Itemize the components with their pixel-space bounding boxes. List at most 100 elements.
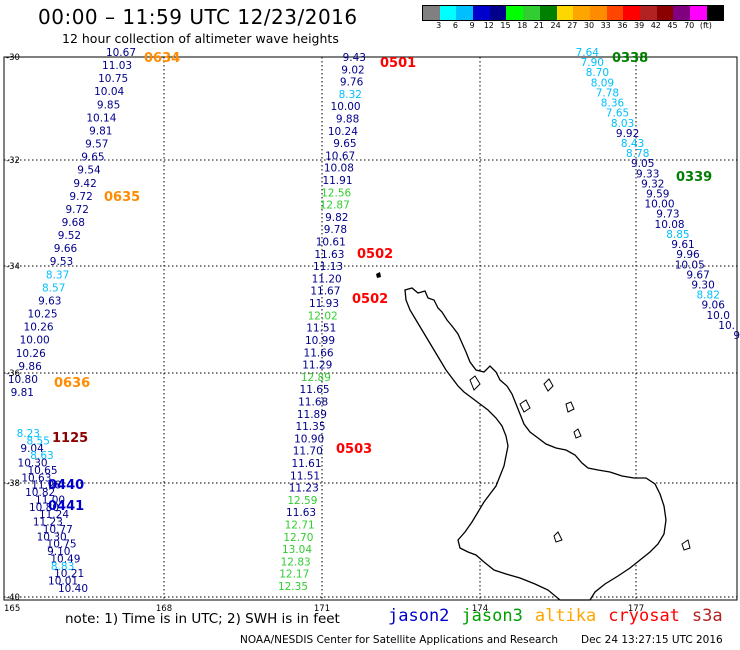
wave-height-point: 8.82: [697, 290, 720, 302]
wave-height-point: 9.82: [325, 212, 348, 224]
colorbar-swatch: [706, 6, 724, 20]
wave-height-point: 12.56: [321, 187, 351, 199]
colorbar-label: 42: [650, 21, 661, 30]
pass-time-label: 0635: [104, 190, 140, 205]
colorbar-label: 3: [436, 21, 442, 30]
map-subtitle: 12 hour collection of altimeter wave hei…: [62, 31, 339, 46]
wave-height-point: 10.24: [328, 126, 358, 138]
wave-height-point: 10.00: [644, 199, 674, 211]
wave-height-point: 9.78: [324, 224, 347, 236]
coastal-island: [469, 375, 481, 391]
wave-height-point: 10.01: [48, 576, 78, 588]
colorbar-swatch: [489, 6, 507, 20]
wave-height-point: 10.75: [98, 73, 128, 85]
pass-time-label: 0502: [357, 247, 393, 262]
footer-note: note: 1) Time is in UTC; 2) SWH is in fe…: [65, 611, 340, 627]
wave-height-point: 11.51: [290, 470, 320, 482]
wave-height-point: 9.63: [38, 296, 61, 308]
wave-height-point: 9.05: [631, 158, 654, 170]
colorbar-swatch: [573, 6, 590, 20]
wave-height-point: 7.64: [576, 47, 600, 59]
wave-height-point: 9.59: [646, 189, 669, 201]
wave-height-point: 8.09: [591, 77, 614, 89]
wave-height-point: 10.75: [47, 539, 77, 551]
wave-height-point: 10.40: [58, 583, 88, 595]
lat-tick-label: -34: [6, 262, 20, 272]
wave-height-point: 10.05: [675, 259, 705, 271]
wave-height-point: 10.90: [294, 433, 324, 445]
new-zealand-coastline: [376, 272, 691, 601]
lon-tick-label: 165: [4, 604, 20, 614]
colorbar-label: 36: [617, 21, 628, 30]
colorbar-swatch: [589, 6, 607, 20]
generation-timestamp: Dec 24 13:27:15 UTC 2016: [581, 634, 723, 646]
legend-jason3: jason3: [461, 606, 523, 626]
wave-height-point: 11.63: [286, 507, 316, 519]
wave-height-point: 9.54: [77, 165, 101, 177]
wave-height-point: 8.83: [51, 561, 74, 573]
wave-height-point: 11.70: [293, 446, 323, 458]
wave-height-point: 10.65: [27, 465, 57, 477]
pass-time-label: 1125: [52, 431, 88, 446]
lat-tick-label: -30: [6, 53, 20, 63]
map-frame: [3, 56, 738, 601]
wave-height-point: 10.08: [324, 163, 354, 175]
wave-height-point: 10.63: [21, 472, 51, 484]
wave-height-point: 11.29: [302, 360, 332, 372]
colorbar-swatch: [623, 6, 640, 20]
wave-height-point: 8.85: [666, 229, 689, 241]
wave-height-point: 9.86: [18, 361, 42, 373]
wave-height-point: 8.03: [611, 118, 634, 130]
legend-jason2: jason2: [388, 606, 450, 626]
wave-height-point: 10.30: [18, 458, 48, 470]
wave-height-point: 9.68: [62, 217, 85, 229]
colorbar-swatch: [639, 6, 657, 20]
wave-height-point: 9.96: [676, 249, 700, 261]
pass-time-label: 0338: [612, 51, 648, 66]
wave-height-point: 10.00: [331, 101, 361, 113]
colorbar-label: 70: [684, 21, 695, 30]
colorbar-label: 33: [600, 21, 611, 30]
colorbar-swatch: [423, 6, 440, 20]
map-title: 00:00 – 11:59 UTC 12/23/2016: [38, 5, 358, 29]
wave-height-point: 10.04: [94, 86, 124, 98]
lat-tick-label: -40: [6, 593, 20, 603]
wave-height-point: 9.76: [340, 77, 364, 89]
wave-height-point: 11.93: [309, 298, 339, 310]
wave-height-point: 9: [733, 330, 740, 342]
wave-height-point: 11.03: [102, 60, 132, 72]
colorbar-label: 30: [583, 21, 595, 30]
colorbar-swatch: [539, 6, 557, 20]
lon-tick-label: 177: [628, 604, 644, 614]
wave-height-point: 9.88: [336, 114, 359, 126]
credit-line: NOAA/NESDIS Center for Satellite Applica…: [240, 634, 558, 646]
wave-height-point: 8.43: [621, 138, 644, 150]
wave-height-point: 9.43: [343, 52, 366, 64]
track-3: 7.647.908.708.097.788.367.658.039.928.43…: [576, 47, 740, 342]
wave-height-point: 9.85: [97, 99, 120, 111]
pass-time-label: 0503: [336, 442, 372, 457]
wave-height-point: 10.0: [707, 310, 730, 322]
wave-height-point: 11.35: [295, 421, 325, 433]
wave-height-point: 12.71: [285, 520, 315, 532]
wave-height-point: 12.87: [320, 200, 350, 212]
wave-height-point: 9.73: [656, 209, 679, 221]
colorbar-label: 9: [469, 21, 475, 30]
coastal-island: [681, 539, 691, 551]
north-island-outline: [404, 287, 667, 601]
wave-height-point: 9.33: [636, 168, 659, 180]
wave-height-point: 11.65: [300, 384, 330, 396]
track-2: 9.439.029.768.3210.009.8810.249.6510.671…: [278, 52, 366, 593]
wave-height-point: 9.53: [50, 256, 73, 268]
wave-height-point: 9.32: [641, 178, 664, 190]
wave-height-point: 7.90: [581, 57, 604, 69]
wave-height-point: 11.66: [304, 347, 334, 359]
wave-height-point: 10.08: [655, 219, 685, 231]
wave-height-point: 11.98: [31, 480, 61, 492]
wave-height-point: 11.23: [289, 483, 319, 495]
legend-altika: altika: [534, 606, 597, 626]
wave-height-point: 10.00: [20, 335, 50, 347]
wave-height-point: 8.63: [30, 450, 53, 462]
coastal-island: [519, 399, 531, 413]
